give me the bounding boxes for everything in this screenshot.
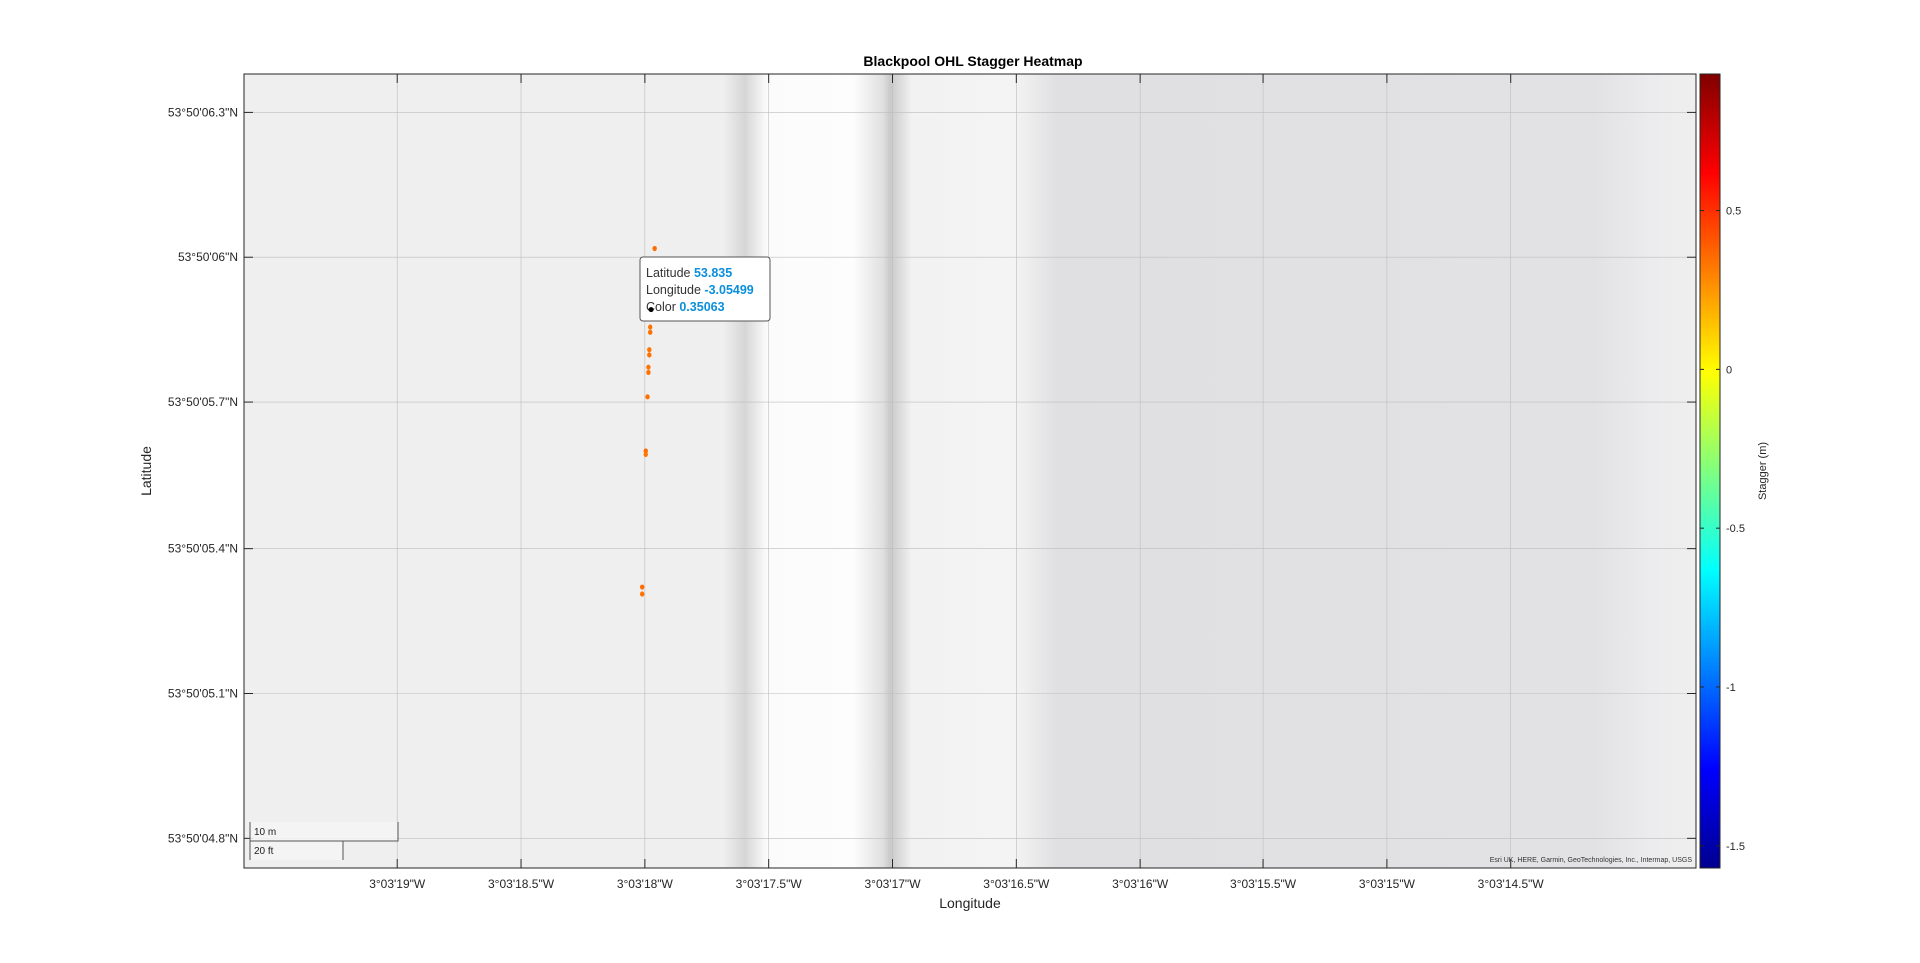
y-tick-label: 53°50'06.3"N [168, 105, 238, 119]
y-axis-label: Latitude [138, 446, 154, 496]
data-point [647, 352, 652, 358]
x-tick-label: 3°03'15"W [1359, 877, 1416, 891]
x-tick-label: 3°03'15.5"W [1230, 877, 1297, 891]
datatip-latitude: Latitude 53.835 [646, 266, 732, 280]
data-point [639, 591, 645, 597]
y-tick-label: 53°50'05.1"N [168, 686, 238, 700]
scale-bar-metric: 10 m [254, 827, 276, 838]
y-tick-label: 53°50'05.4"N [168, 542, 238, 556]
x-tick-label: 3°03'17.5"W [736, 877, 803, 891]
gridlines [244, 74, 1696, 868]
chart-title: Blackpool OHL Stagger Heatmap [863, 53, 1082, 69]
colorbar-ticks: 0.5 0 -0.5 -1 -1.5 [1700, 206, 1745, 853]
datatip-color: Color 0.35063 [646, 300, 725, 314]
data-point [646, 364, 651, 370]
scale-bar-imperial: 20 ft [254, 846, 274, 857]
data-point [645, 394, 650, 400]
data-point [652, 245, 657, 252]
colorbar-tick-label: -0.5 [1726, 523, 1745, 535]
colorbar-tick-label: -1.5 [1726, 841, 1745, 853]
scale-bar: 10 m 20 ft [249, 822, 399, 860]
data-point [643, 451, 648, 458]
x-tick-labels: 3°03'19"W 3°03'18.5"W 3°03'18"W 3°03'17.5"W… [369, 877, 1544, 891]
datatip-anchor-marker [648, 307, 654, 313]
x-axis-label: Longitude [939, 895, 1001, 911]
data-point [648, 324, 653, 330]
x-tick-label: 3°03'16.5"W [983, 877, 1050, 891]
plot-area-border [243, 73, 1697, 869]
datatip-box [639, 256, 771, 322]
basemap-attribution: Esri UK, HERE, Garmin, GeoTechnologies, … [1490, 857, 1693, 864]
colorbar-label: Stagger (m) [1757, 442, 1769, 500]
x-tick-label: 3°03'18.5"W [488, 877, 555, 891]
y-tick-label: 53°50'06"N [178, 250, 238, 264]
data-point [639, 584, 645, 590]
x-tick-label: 3°03'16"W [1112, 877, 1169, 891]
x-tick-label: 3°03'14.5"W [1478, 877, 1545, 891]
colorbar-tick-label: -1 [1726, 682, 1736, 694]
y-tick-labels: 53°50'06.3"N 53°50'06"N 53°50'05.7"N 53°50'… [168, 105, 238, 845]
colorbar-tick-label: 0 [1726, 364, 1732, 376]
datatip-longitude: Longitude -3.05499 [646, 283, 754, 297]
x-tick-label: 3°03'19"W [369, 877, 426, 891]
basemap[interactable] [244, 74, 1696, 868]
y-tick-label: 53°50'05.7"N [168, 395, 238, 409]
x-tick-label: 3°03'18"W [617, 877, 674, 891]
colorbar[interactable] [1699, 73, 1721, 869]
x-tick-label: 3°03'17"W [864, 877, 921, 891]
data-point [648, 329, 653, 335]
data-point [646, 369, 651, 376]
y-tick-label: 53°50'04.8"N [168, 831, 238, 845]
colorbar-tick-label: 0.5 [1726, 206, 1741, 218]
datatip[interactable]: Latitude 53.835 Longitude -3.05499 Color… [639, 256, 771, 322]
data-point [647, 347, 652, 353]
